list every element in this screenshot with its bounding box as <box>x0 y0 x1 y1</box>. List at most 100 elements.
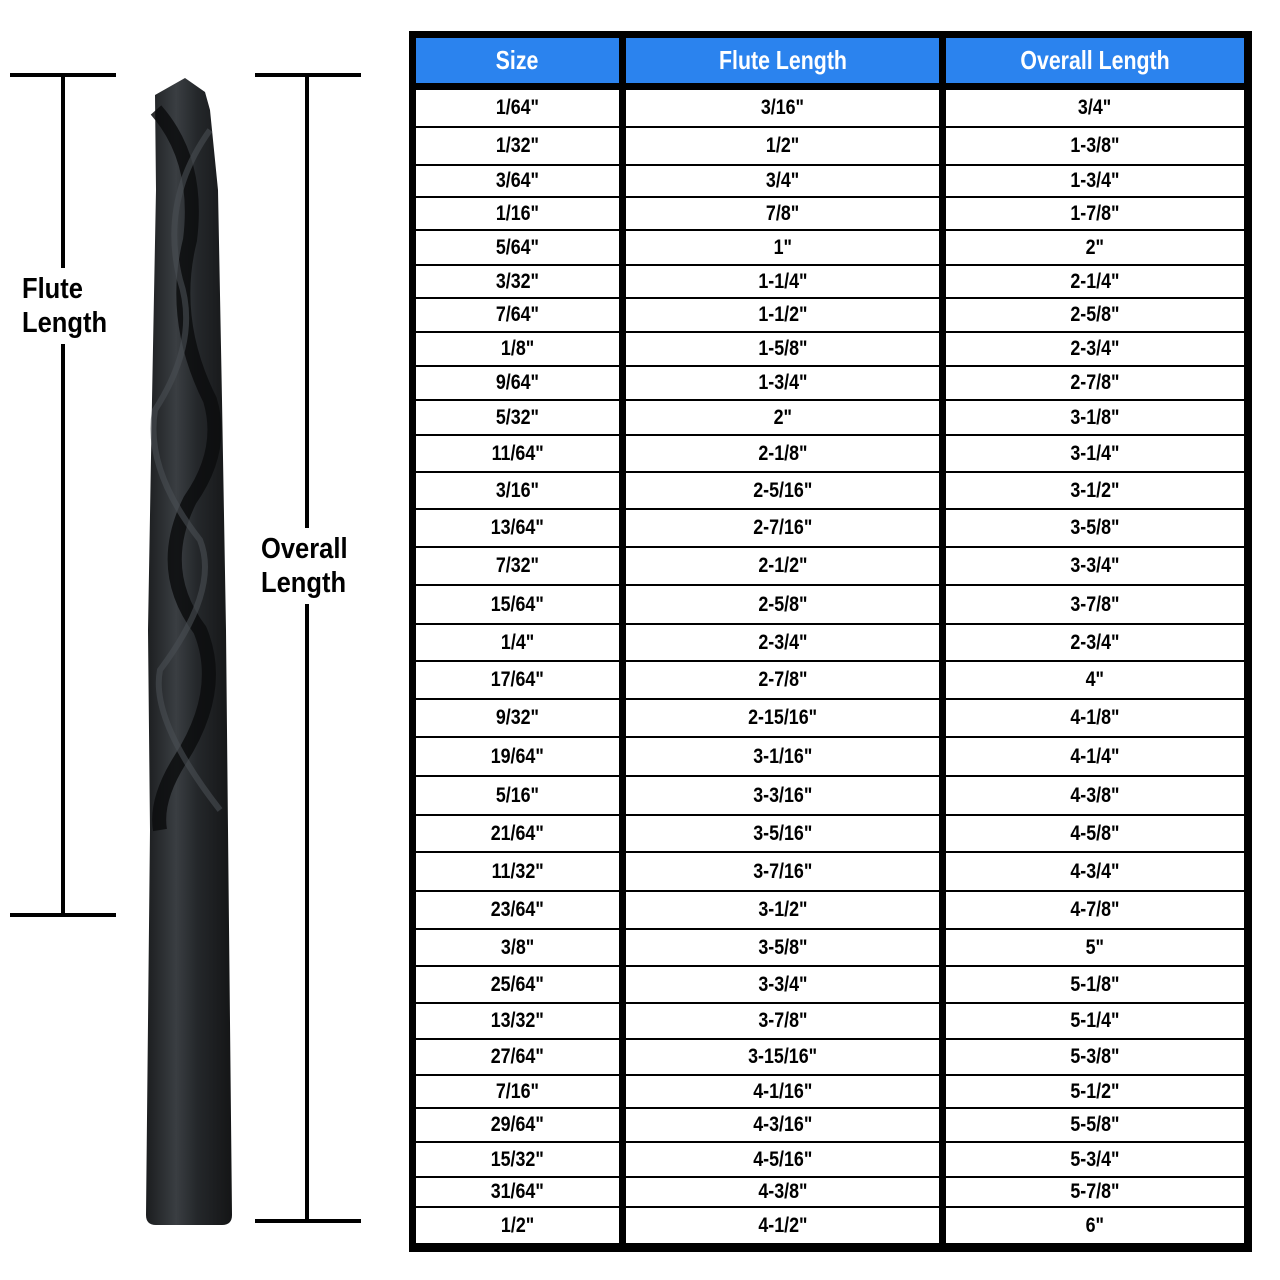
cell-text: 1/4" <box>500 630 535 654</box>
cell-text: 31/64" <box>490 1180 545 1203</box>
size-cell: 3/16" <box>416 473 619 508</box>
size-cell: 9/32" <box>416 700 619 736</box>
size-cell: 21/64" <box>416 816 619 851</box>
cell-text: 9/64" <box>495 371 540 394</box>
cell-text: 4-3/8" <box>757 1180 808 1203</box>
flute-length-cell: 2-7/8" <box>626 662 939 698</box>
size-cell: 1/32" <box>416 128 619 164</box>
cell-text: 3/4" <box>1078 96 1112 119</box>
overall-length-cell: 3-1/4" <box>946 436 1244 471</box>
size-cell: 7/16" <box>416 1076 619 1107</box>
size-cell: 15/64" <box>416 586 619 623</box>
overall-length-cell: 2-7/8" <box>946 367 1244 399</box>
size-cell: 29/64" <box>416 1109 619 1141</box>
size-cell: 9/64" <box>416 367 619 399</box>
cell-text: 29/64" <box>490 1113 545 1136</box>
flute-length-cell: 3/4" <box>626 166 939 196</box>
size-cell: 19/64" <box>416 738 619 775</box>
size-cell: 1/8" <box>416 333 619 365</box>
overall-length-cell: 5" <box>946 930 1244 965</box>
flute-label-line2: Length <box>22 307 108 339</box>
cell-text: 4-1/8" <box>1070 706 1120 729</box>
cell-text: 3-1/2" <box>757 898 808 921</box>
size-cell: 11/64" <box>416 436 619 471</box>
cell-text: 2-5/8" <box>757 592 808 616</box>
cell-text: 2-15/16" <box>747 706 818 729</box>
overall-length-cell: 3-1/8" <box>946 401 1244 434</box>
cell-text: 11/64" <box>491 441 544 465</box>
flute-length-cell: 3-5/16" <box>626 816 939 851</box>
header-overall-length: Overall Length <box>946 38 1244 83</box>
overall-length-cell: 4-1/4" <box>946 738 1244 775</box>
flute-length-cell: 3-1/2" <box>626 892 939 928</box>
overall-length-cell: 5-7/8" <box>946 1178 1244 1206</box>
size-cell: 27/64" <box>416 1040 619 1074</box>
overall-length-cell: 3-3/4" <box>946 548 1244 584</box>
cell-text: 4-1/4" <box>1070 744 1120 768</box>
overall-label-line2: Length <box>261 567 347 599</box>
cell-text: 3-7/16" <box>752 859 813 883</box>
cell-text: 3/8" <box>500 935 535 959</box>
cell-text: 4-1/16" <box>752 1079 813 1103</box>
overall-length-cell: 2" <box>946 231 1244 264</box>
cell-text: 1" <box>773 235 792 259</box>
cell-text: 5-5/8" <box>1070 1113 1120 1136</box>
overall-length-bottom-tick <box>255 1219 361 1223</box>
cell-text: 1-7/8" <box>1070 201 1120 225</box>
flute-length-cell: 3-1/16" <box>626 738 939 775</box>
cell-text: 5-1/2" <box>1070 1079 1120 1103</box>
cell-text: 1-3/8" <box>1070 134 1120 157</box>
cell-text: 5" <box>1085 935 1105 959</box>
flute-label-line1: Flute <box>22 273 83 305</box>
flute-length-cell: 1" <box>626 231 939 264</box>
cell-text: 4-5/16" <box>752 1147 813 1171</box>
flute-length-cell: 2-15/16" <box>626 700 939 736</box>
header-label: Overall Length <box>1020 45 1170 75</box>
cell-text: 3-5/16" <box>752 821 813 845</box>
cell-text: 2-3/4" <box>757 630 808 654</box>
size-cell: 1/4" <box>416 625 619 660</box>
cell-text: 3-1/2" <box>1070 478 1120 502</box>
size-cell: 31/64" <box>416 1178 619 1206</box>
cell-text: 4-7/8" <box>1070 898 1120 921</box>
overall-label-line1: Overall <box>261 533 348 565</box>
size-cell: 13/32" <box>416 1004 619 1038</box>
size-cell: 17/64" <box>416 662 619 698</box>
flute-length-cell: 3-3/16" <box>626 777 939 814</box>
cell-text: 2-1/4" <box>1070 269 1120 293</box>
overall-length-cell: 4" <box>946 662 1244 698</box>
cell-text: 5/64" <box>495 235 540 259</box>
flute-length-line <box>61 75 65 915</box>
cell-text: 3-1/8" <box>1070 405 1120 429</box>
cell-text: 3-15/16" <box>747 1045 818 1068</box>
cell-text: 23/64" <box>490 898 545 921</box>
cell-text: 13/64" <box>490 516 545 539</box>
cell-text: 2-5/8" <box>1070 303 1120 326</box>
overall-length-cell: 3/4" <box>946 90 1244 126</box>
overall-length-cell: 3-1/2" <box>946 473 1244 508</box>
overall-length-cell: 1-3/4" <box>946 166 1244 196</box>
flute-length-cell: 2-3/4" <box>626 625 939 660</box>
overall-length-cell: 1-3/8" <box>946 128 1244 164</box>
flute-length-cell: 4-1/16" <box>626 1076 939 1107</box>
cell-text: 3-1/4" <box>1070 441 1120 465</box>
flute-length-cell: 1-5/8" <box>626 333 939 365</box>
overall-length-cell: 2-3/4" <box>946 333 1244 365</box>
cell-text: 1/16" <box>495 201 540 225</box>
flute-length-cell: 4-3/8" <box>626 1178 939 1206</box>
cell-text: 1/32" <box>495 134 540 157</box>
cell-text: 1/8" <box>500 337 535 360</box>
overall-length-cell: 3-5/8" <box>946 510 1244 546</box>
cell-text: 7/16" <box>495 1079 540 1103</box>
cell-text: 15/64" <box>490 592 545 616</box>
cell-text: 5-3/4" <box>1070 1147 1120 1171</box>
flute-length-cell: 1-3/4" <box>626 367 939 399</box>
flute-length-cell: 4-5/16" <box>626 1143 939 1176</box>
cell-text: 25/64" <box>490 972 545 996</box>
overall-length-cell: 2-3/4" <box>946 625 1244 660</box>
overall-length-cell: 2-5/8" <box>946 299 1244 331</box>
flute-length-cell: 3/16" <box>626 90 939 126</box>
size-cell: 1/16" <box>416 198 619 229</box>
cell-text: 5/16" <box>495 783 540 807</box>
cell-text: 2-7/8" <box>1070 371 1120 394</box>
